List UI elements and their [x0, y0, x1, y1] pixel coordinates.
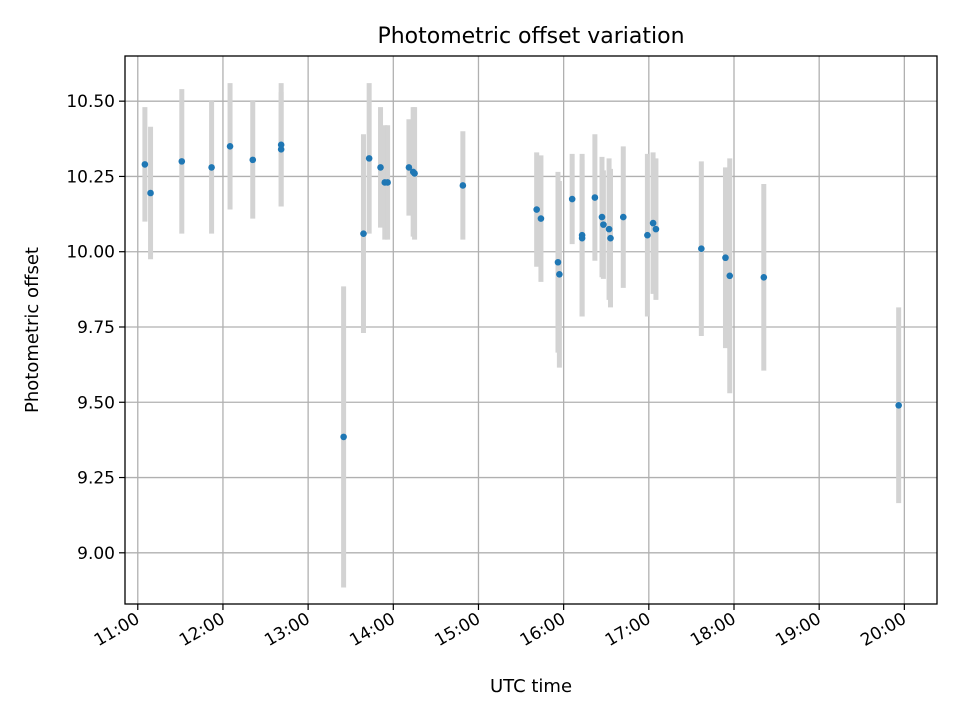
- data-point: [698, 245, 705, 253]
- data-point: [607, 234, 614, 242]
- data-point: [591, 194, 599, 201]
- data-point: [537, 215, 545, 222]
- data-point: [147, 189, 154, 197]
- point-layer: [141, 141, 902, 441]
- data-point: [277, 146, 285, 153]
- y-tick-label: 9.25: [77, 469, 115, 489]
- data-point: [533, 206, 540, 213]
- data-point: [249, 156, 257, 164]
- data-point: [360, 230, 367, 237]
- data-point: [384, 179, 391, 186]
- x-axis-label: UTC time: [490, 676, 572, 697]
- data-point: [208, 164, 215, 171]
- data-point: [605, 225, 613, 233]
- y-tick-label: 9.00: [77, 544, 115, 564]
- chart-title: Photometric offset variation: [377, 24, 684, 49]
- data-point: [760, 274, 768, 281]
- grid-layer: [125, 56, 937, 604]
- data-point: [895, 401, 902, 409]
- data-point: [141, 161, 149, 168]
- data-point: [568, 195, 576, 203]
- data-point: [226, 143, 234, 150]
- y-tick-label: 9.50: [77, 393, 115, 413]
- data-point: [365, 155, 373, 162]
- data-point: [722, 254, 729, 262]
- y-axis-label: Photometric offset: [22, 247, 43, 413]
- data-point: [178, 158, 186, 165]
- data-point: [726, 272, 734, 280]
- y-tick-label: 9.75: [77, 318, 115, 338]
- data-point: [556, 270, 563, 278]
- data-point: [459, 182, 467, 189]
- data-point: [600, 221, 607, 228]
- y-tick-label: 10.50: [66, 92, 115, 112]
- data-point: [405, 164, 413, 171]
- plot-frame: [124, 55, 938, 605]
- data-point: [578, 234, 586, 242]
- y-tick-label: 10.00: [66, 243, 115, 263]
- data-point: [619, 213, 627, 221]
- data-point: [411, 170, 418, 177]
- data-point: [649, 219, 657, 227]
- data-point: [652, 225, 660, 233]
- data-point: [277, 141, 285, 149]
- data-point: [598, 213, 606, 221]
- data-point: [340, 433, 347, 441]
- data-point: [554, 258, 562, 266]
- data-point: [644, 231, 651, 239]
- y-tick-label: 10.25: [66, 167, 115, 187]
- data-point: [377, 164, 384, 171]
